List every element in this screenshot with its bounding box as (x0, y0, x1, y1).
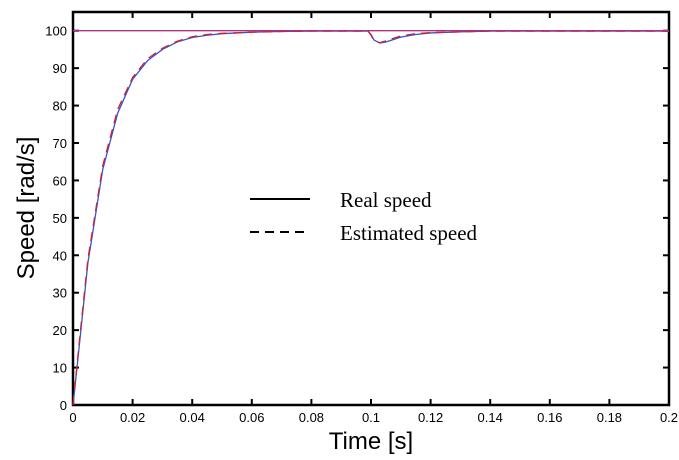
x-tick-labels: 0 0.02 0.04 0.06 0.08 0.1 0.12 0.14 0.16 0.18 0.2 (69, 410, 678, 425)
y-tick-label: 70 (53, 136, 67, 151)
plot-area (71, 10, 671, 407)
series-layer (72, 30, 669, 406)
x-tick-label: 0.06 (239, 410, 264, 425)
x-tick-label: 0.1 (362, 410, 380, 425)
legend-label-real: Real speed (340, 188, 432, 212)
x-tick-label: 0.12 (418, 410, 443, 425)
x-tick-label: 0.18 (597, 410, 622, 425)
y-tick-label: 80 (53, 99, 67, 114)
x-tick-label: 0.02 (120, 410, 145, 425)
legend-label-estimated: Estimated speed (340, 221, 478, 245)
x-tick-label: 0.2 (660, 410, 678, 425)
y-tick-label: 40 (53, 248, 67, 263)
legend: Real speed Estimated speed (250, 188, 478, 245)
y-tick-label: 0 (60, 398, 67, 413)
y-tick-label: 20 (53, 323, 67, 338)
y-tick-label: 30 (53, 286, 67, 301)
y-tick-label: 10 (53, 361, 67, 376)
x-tick-label: 0.16 (537, 410, 562, 425)
y-tick-label: 100 (45, 24, 67, 39)
x-tick-label: 0.04 (180, 410, 205, 425)
x-axis-title: Time [s] (329, 428, 413, 455)
x-tick-label: 0.14 (478, 410, 503, 425)
y-tick-label: 50 (53, 211, 67, 226)
y-axis-title: Speed [rad/s] (13, 137, 40, 280)
x-tick-label: 0.08 (299, 410, 324, 425)
y-tick-label: 90 (53, 61, 67, 76)
y-tick-label: 60 (53, 173, 67, 188)
x-tick-label: 0 (69, 410, 76, 425)
y-tick-labels: 0 10 20 30 40 50 60 70 80 90 100 (45, 24, 67, 413)
